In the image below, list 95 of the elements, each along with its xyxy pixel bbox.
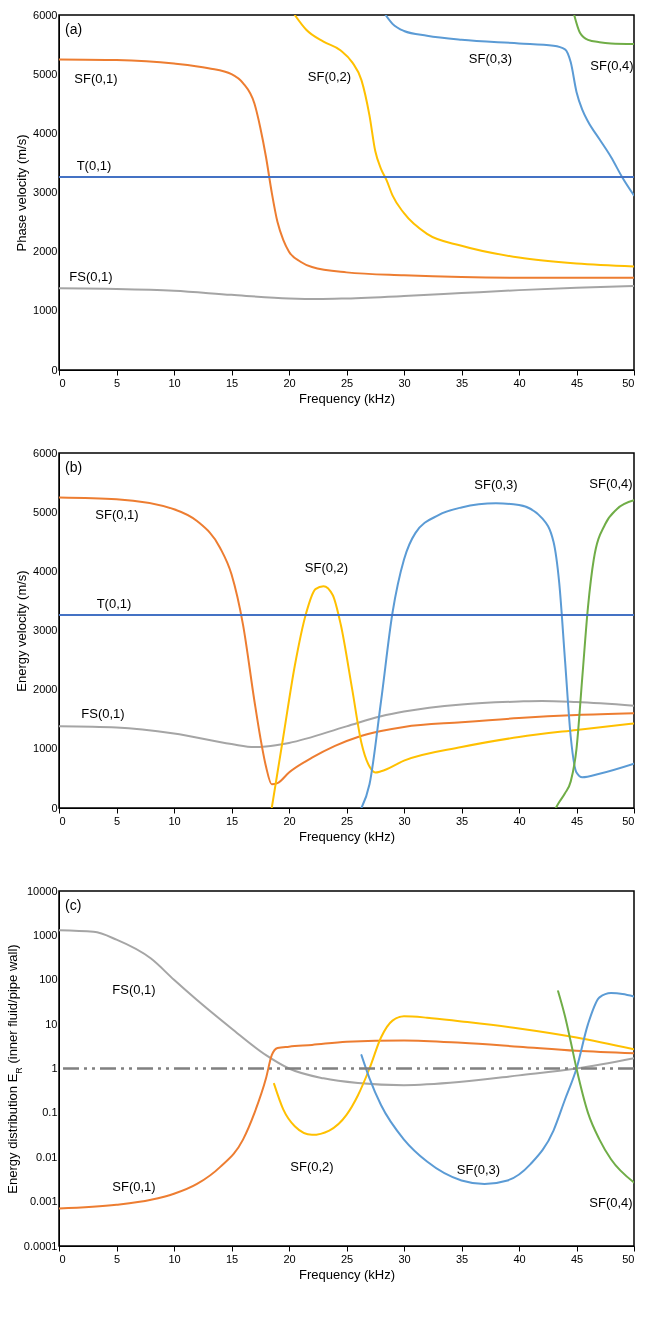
x-tick-label: 25 <box>340 814 354 827</box>
series-label: SF(0,2) <box>304 560 349 576</box>
x-tick-label: 10 <box>168 814 181 827</box>
line-series <box>59 284 634 300</box>
annotation: (a) <box>65 21 83 37</box>
y-tick-label: 3000 <box>33 624 58 636</box>
series-label: SF(0,3) <box>456 1161 501 1177</box>
series-label: SF(0,4) <box>589 476 633 492</box>
y-tick-label: 0.01 <box>36 1150 58 1163</box>
x-tick-label: 5 <box>113 814 121 827</box>
y-tick-label: 0.1 <box>42 1106 58 1119</box>
x-tick-label: 35 <box>455 1252 469 1265</box>
x-axis-title: Frequency (kHz) <box>298 1266 396 1282</box>
x-tick-label: 15 <box>225 376 239 389</box>
x-tick-label: 40 <box>513 814 526 827</box>
line-series <box>554 499 634 808</box>
x-tick-label: 50 <box>622 814 635 827</box>
x-tick-label: 15 <box>225 814 239 827</box>
series-label: SF(0,1) <box>74 71 118 87</box>
series-label: T(0,1) <box>96 596 132 612</box>
x-tick-label: 0 <box>59 1252 66 1265</box>
series-label: T(0,1) <box>76 158 112 174</box>
x-tick-label: 0 <box>59 814 66 827</box>
x-tick-label: 40 <box>513 1252 526 1265</box>
line-series <box>360 992 634 1185</box>
x-tick-label: 10 <box>168 1252 181 1265</box>
x-axis-title: Frequency (kHz) <box>298 390 396 406</box>
y-axis-title: Energy velocity (m/s) <box>14 570 30 692</box>
line-series <box>59 699 634 749</box>
x-tick-label: 45 <box>570 1252 584 1265</box>
y-tick-label: 6000 <box>33 8 58 21</box>
y-tick-label: 3000 <box>33 186 58 198</box>
series-label: SF(0,1) <box>112 1178 156 1194</box>
line-series <box>293 15 634 268</box>
x-tick-label: 20 <box>283 376 296 389</box>
annotation: (c) <box>65 897 82 913</box>
series-label: FS(0,1) <box>81 706 125 722</box>
y-tick-label: 6000 <box>33 446 58 459</box>
y-tick-label: 1000 <box>33 742 58 755</box>
y-tick-label: 5000 <box>33 505 58 518</box>
y-tick-label: 2000 <box>33 245 58 258</box>
x-tick-label: 20 <box>283 1252 296 1265</box>
x-tick-label: 30 <box>398 814 411 827</box>
y-tick-label: 0.0001 <box>23 1239 58 1252</box>
series-label: SF(0,1) <box>95 507 139 523</box>
line-series <box>270 585 634 808</box>
y-tick-label: 4000 <box>33 564 58 577</box>
x-tick-label: 5 <box>113 376 121 389</box>
y-tick-label: 0.001 <box>29 1195 58 1208</box>
series-label: SF(0,3) <box>468 50 513 66</box>
y-tick-label: 10 <box>45 1017 58 1030</box>
line-series <box>273 1015 634 1136</box>
line-series <box>557 990 634 1184</box>
x-tick-label: 40 <box>513 376 526 389</box>
x-tick-label: 45 <box>570 814 584 827</box>
x-tick-label: 20 <box>283 814 296 827</box>
line-series <box>384 15 634 197</box>
y-tick-label: 1000 <box>33 928 58 941</box>
x-tick-label: 5 <box>113 1252 121 1265</box>
y-tick-label: 4000 <box>33 126 58 139</box>
x-tick-label: 25 <box>340 376 354 389</box>
x-tick-label: 35 <box>455 376 469 389</box>
x-tick-label: 25 <box>340 1252 354 1265</box>
y-axis-title: Phase velocity (m/s) <box>14 134 30 252</box>
line-series <box>59 1039 634 1210</box>
x-tick-label: 45 <box>570 376 584 389</box>
series-label: FS(0,1) <box>69 269 113 285</box>
y-tick-label: 1000 <box>33 304 58 317</box>
y-tick-label: 5000 <box>33 67 58 80</box>
x-axis-title: Frequency (kHz) <box>298 828 396 844</box>
y-tick-label: 1 <box>51 1062 58 1074</box>
line-series <box>573 15 634 45</box>
series-label: SF(0,2) <box>307 69 352 85</box>
series-label: SF(0,3) <box>474 477 518 493</box>
text: SF(0,2) <box>290 1158 334 1174</box>
x-tick-label: 15 <box>225 1252 239 1265</box>
y-tick-label: 100 <box>39 973 58 986</box>
line-series <box>360 502 634 808</box>
series-label: SF(0,4) <box>590 57 634 73</box>
x-tick-label: 10 <box>168 376 181 389</box>
annotation: (b) <box>65 459 83 475</box>
line-series <box>59 929 634 1087</box>
x-tick-label: 50 <box>622 376 635 389</box>
series-label: SF(0,4) <box>589 1195 633 1211</box>
line-series <box>59 496 634 786</box>
y-tick-label: 0 <box>51 363 58 376</box>
y-tick-label: 2000 <box>33 683 58 696</box>
series-label: FS(0,1) <box>112 981 156 997</box>
x-tick-label: 30 <box>398 1252 411 1265</box>
y-tick-label: 0 <box>51 801 58 814</box>
x-tick-label: 0 <box>59 376 66 389</box>
y-tick-label: 10000 <box>26 884 58 897</box>
x-tick-label: 50 <box>622 1252 635 1265</box>
x-tick-label: 35 <box>455 814 469 827</box>
x-tick-label: 30 <box>398 376 411 389</box>
